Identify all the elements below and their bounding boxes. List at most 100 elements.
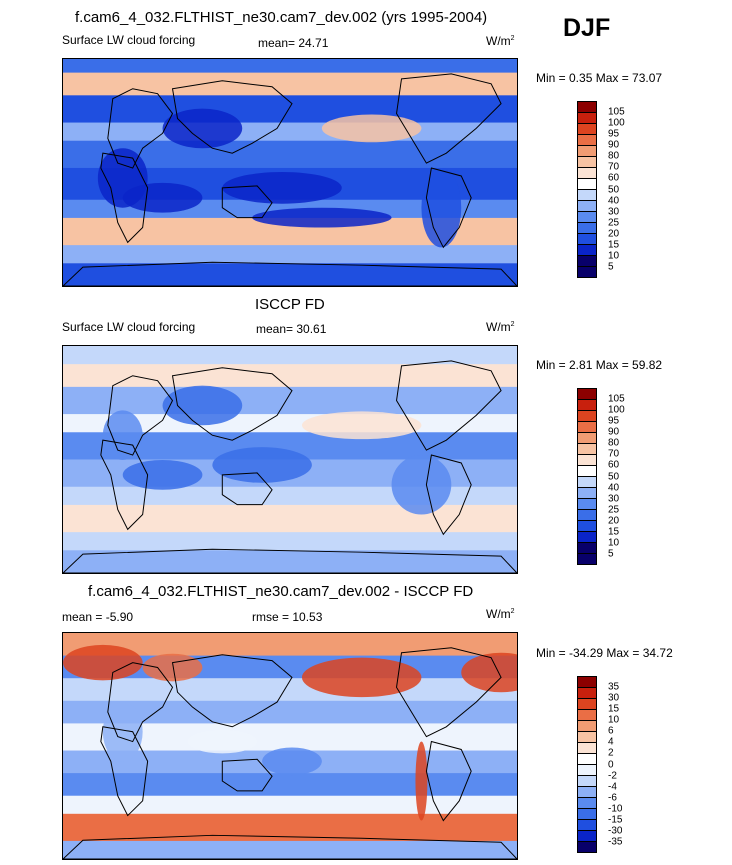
colorbar-swatch [578,753,596,764]
colorbar-swatch [578,233,596,244]
colorbar-swatch [578,731,596,742]
colorbar-tick-label: 5 [608,261,614,273]
panel-3-title: f.cam6_4_032.FLTHIST_ne30.cam7_dev.002 -… [88,583,474,600]
colorbar-tick-label: 90 [608,426,620,438]
colorbar-tick-label: 5 [608,548,614,560]
colorbar-swatch [578,698,596,709]
panel-1-variable-label: Surface LW cloud forcing [62,33,196,47]
colorbar-tick-label: 70 [608,161,620,173]
colorbar-swatch [578,531,596,542]
colorbar-tick-label: 105 [608,106,625,118]
colorbar-swatch [578,709,596,720]
colorbar-tick-label: 40 [608,195,620,207]
colorbar-tick-label: 20 [608,228,620,240]
colorbar-tick-label: 80 [608,150,620,162]
colorbar-swatch [578,454,596,465]
colorbar-tick-label: 10 [608,537,620,549]
colorbar-tick-label: 15 [608,239,620,251]
colorbar-swatch [578,112,596,123]
colorbar-swatch [578,553,596,564]
colorbar-swatch [578,389,596,399]
colorbar-tick-label: 105 [608,393,625,405]
panel-1-minmax: Min = 0.35 Max = 73.07 [536,71,663,85]
panel-2-units: W/m2 [486,320,515,334]
colorbar-swatch [578,542,596,553]
colorbar-swatch [578,797,596,808]
colorbar-tick-label: 20 [608,515,620,527]
panel-3-map [62,632,518,860]
colorbar-tick-label: 95 [608,415,620,427]
panel-3-minmax: Min = -34.29 Max = 34.72 [536,646,673,660]
colorbar-tick-label: 50 [608,471,620,482]
panel-3-rmse-label: rmse = 10.53 [252,610,323,624]
colorbar-tick-label: 25 [608,217,620,229]
colorbar-swatch [578,189,596,200]
colorbar-swatch [578,255,596,266]
colorbar-swatch [578,498,596,509]
colorbar-tick-label: -4 [608,781,617,793]
colorbar-swatch [578,200,596,211]
colorbar-swatch [578,432,596,443]
colorbar-tick-label: 80 [608,437,620,449]
colorbar-tick-label: 15 [608,703,620,715]
colorbar-tick-label: -30 [608,825,623,837]
panel-2-minmax: Min = 2.81 Max = 59.82 [536,358,663,372]
colorbar-tick-label: 40 [608,482,620,494]
panel-1-mean-label: mean= 24.71 [258,36,329,50]
colorbar-swatch [578,167,596,178]
panel-3-units: W/m2 [486,607,515,621]
colorbar-tick-label: 10 [608,714,620,726]
colorbar-swatch [578,487,596,498]
colorbar-tick-label: 95 [608,128,620,140]
colorbar-swatch [578,211,596,222]
colorbar-swatch [578,786,596,797]
colorbar-swatch [578,410,596,421]
colorbar-swatch [578,222,596,233]
colorbar-swatch [578,677,596,687]
panel-1-colorbar [577,101,597,278]
colorbar-tick-label: 50 [608,184,620,195]
panel-3-mean-label: mean = -5.90 [62,610,134,624]
colorbar-tick-label: 70 [608,448,620,460]
panel-2-mean-label: mean= 30.61 [256,322,327,336]
colorbar-swatch [578,465,596,476]
colorbar-tick-label: 10 [608,250,620,262]
colorbar-swatch [578,841,596,852]
colorbar-swatch [578,819,596,830]
colorbar-swatch [578,520,596,531]
colorbar-tick-label: -15 [608,814,623,826]
colorbar-tick-label: 6 [608,725,614,737]
colorbar-swatch [578,178,596,189]
panel-1-units: W/m2 [486,34,515,48]
colorbar-tick-label: 35 [608,681,620,693]
colorbar-tick-label: 100 [608,117,625,129]
panel-2-colorbar [577,388,597,565]
colorbar-swatch [578,102,596,112]
colorbar-tick-label: 15 [608,526,620,538]
colorbar-tick-label: 60 [608,172,620,184]
panel-1-map [62,58,518,287]
colorbar-tick-label: 30 [608,692,620,704]
colorbar-swatch [578,476,596,487]
colorbar-swatch [578,687,596,698]
colorbar-swatch [578,830,596,841]
colorbar-swatch [578,123,596,134]
colorbar-swatch [578,509,596,520]
colorbar-tick-label: 2 [608,747,614,759]
colorbar-tick-label: 30 [608,493,620,505]
colorbar-tick-label: 30 [608,206,620,218]
panel-3-colorbar [577,676,597,853]
colorbar-swatch [578,134,596,145]
colorbar-swatch [578,775,596,786]
colorbar-tick-label: 100 [608,404,625,416]
colorbar-swatch [578,443,596,454]
colorbar-tick-label: -35 [608,836,623,848]
colorbar-tick-label: -10 [608,803,623,815]
colorbar-tick-label: -2 [608,770,617,782]
colorbar-tick-label: -6 [608,792,617,804]
colorbar-tick-label: 90 [608,139,620,151]
season-label: DJF [563,14,611,42]
colorbar-swatch [578,742,596,753]
colorbar-swatch [578,764,596,775]
colorbar-tick-label: 4 [608,736,614,748]
